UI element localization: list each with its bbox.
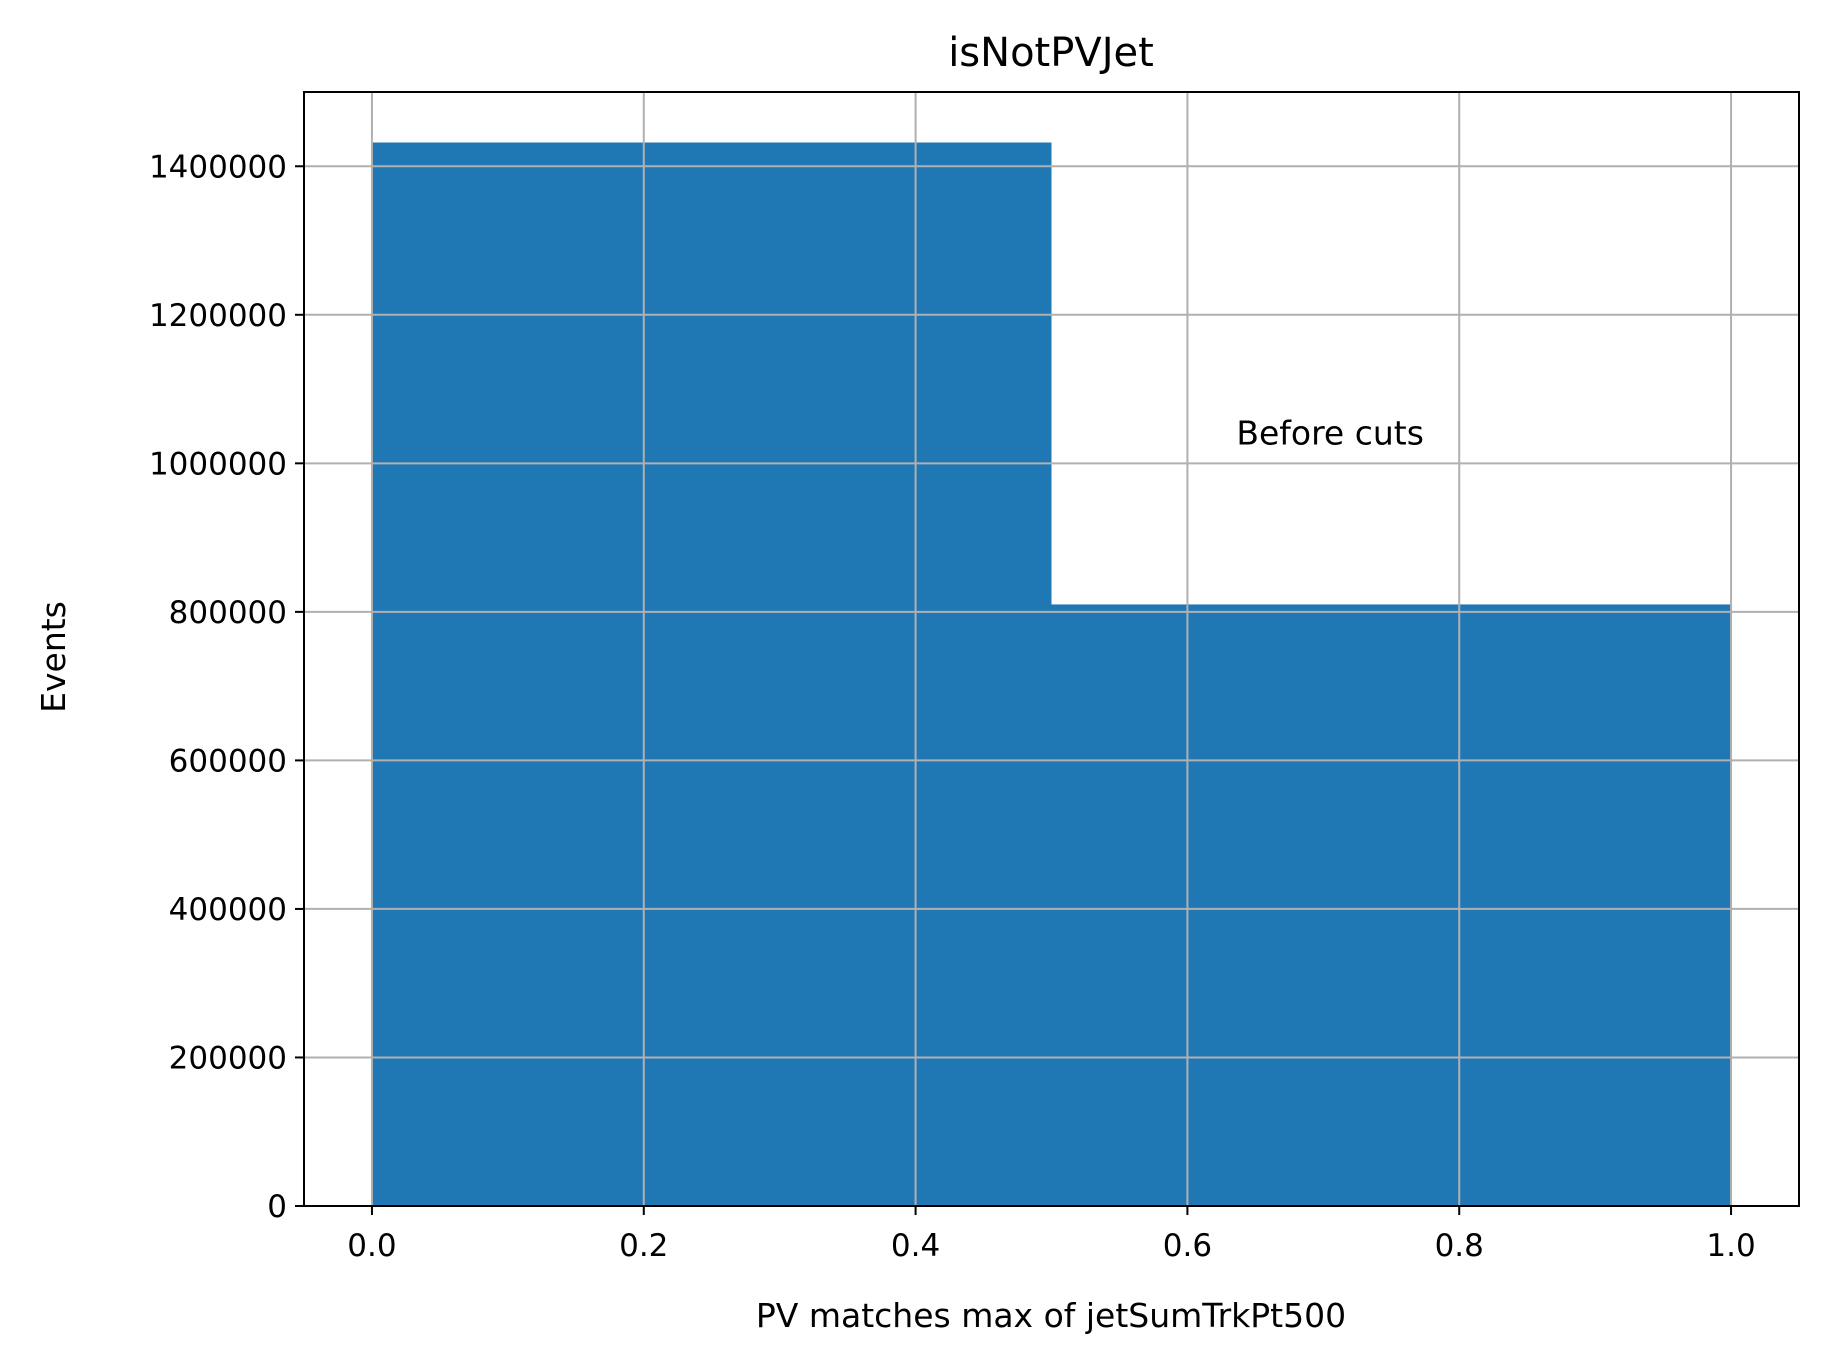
x-tick-label: 0.0 xyxy=(347,1228,396,1264)
y-tick-label: 200000 xyxy=(169,1040,287,1076)
x-tick-label: 0.6 xyxy=(1163,1228,1212,1264)
y-tick-label: 1400000 xyxy=(149,149,287,185)
x-tick-label: 0.4 xyxy=(891,1228,940,1264)
annotation-before-cuts: Before cuts xyxy=(1236,414,1424,453)
y-tick-label: 800000 xyxy=(169,595,287,631)
x-tick-label: 0.2 xyxy=(619,1228,668,1264)
x-ticks-group: 0.0 0.2 0.4 0.6 0.8 1.0 xyxy=(347,1206,1756,1264)
y-tick-label: 1000000 xyxy=(149,446,287,482)
axes-frame xyxy=(303,91,1800,1207)
y-ticks-group: 0 200000 400000 600000 800000 1000000 1200000 1… xyxy=(149,149,304,1225)
x-axis-label: PV matches max of jetSumTrkPt500 xyxy=(756,1296,1346,1335)
histogram-bar-1 xyxy=(371,142,1052,1206)
y-tick-label: 1200000 xyxy=(149,298,287,334)
chart-title: isNotPVJet xyxy=(948,30,1154,76)
histogram-bar-2 xyxy=(1051,604,1732,1206)
grid-group xyxy=(304,92,1799,1207)
bars-group xyxy=(371,142,1732,1206)
x-tick-label: 0.8 xyxy=(1435,1228,1484,1264)
y-tick-label: 0 xyxy=(267,1189,287,1225)
y-tick-label: 400000 xyxy=(169,892,287,928)
x-tick-label: 1.0 xyxy=(1706,1228,1755,1264)
y-axis-label: Events xyxy=(34,601,73,713)
y-tick-label: 600000 xyxy=(169,743,287,779)
